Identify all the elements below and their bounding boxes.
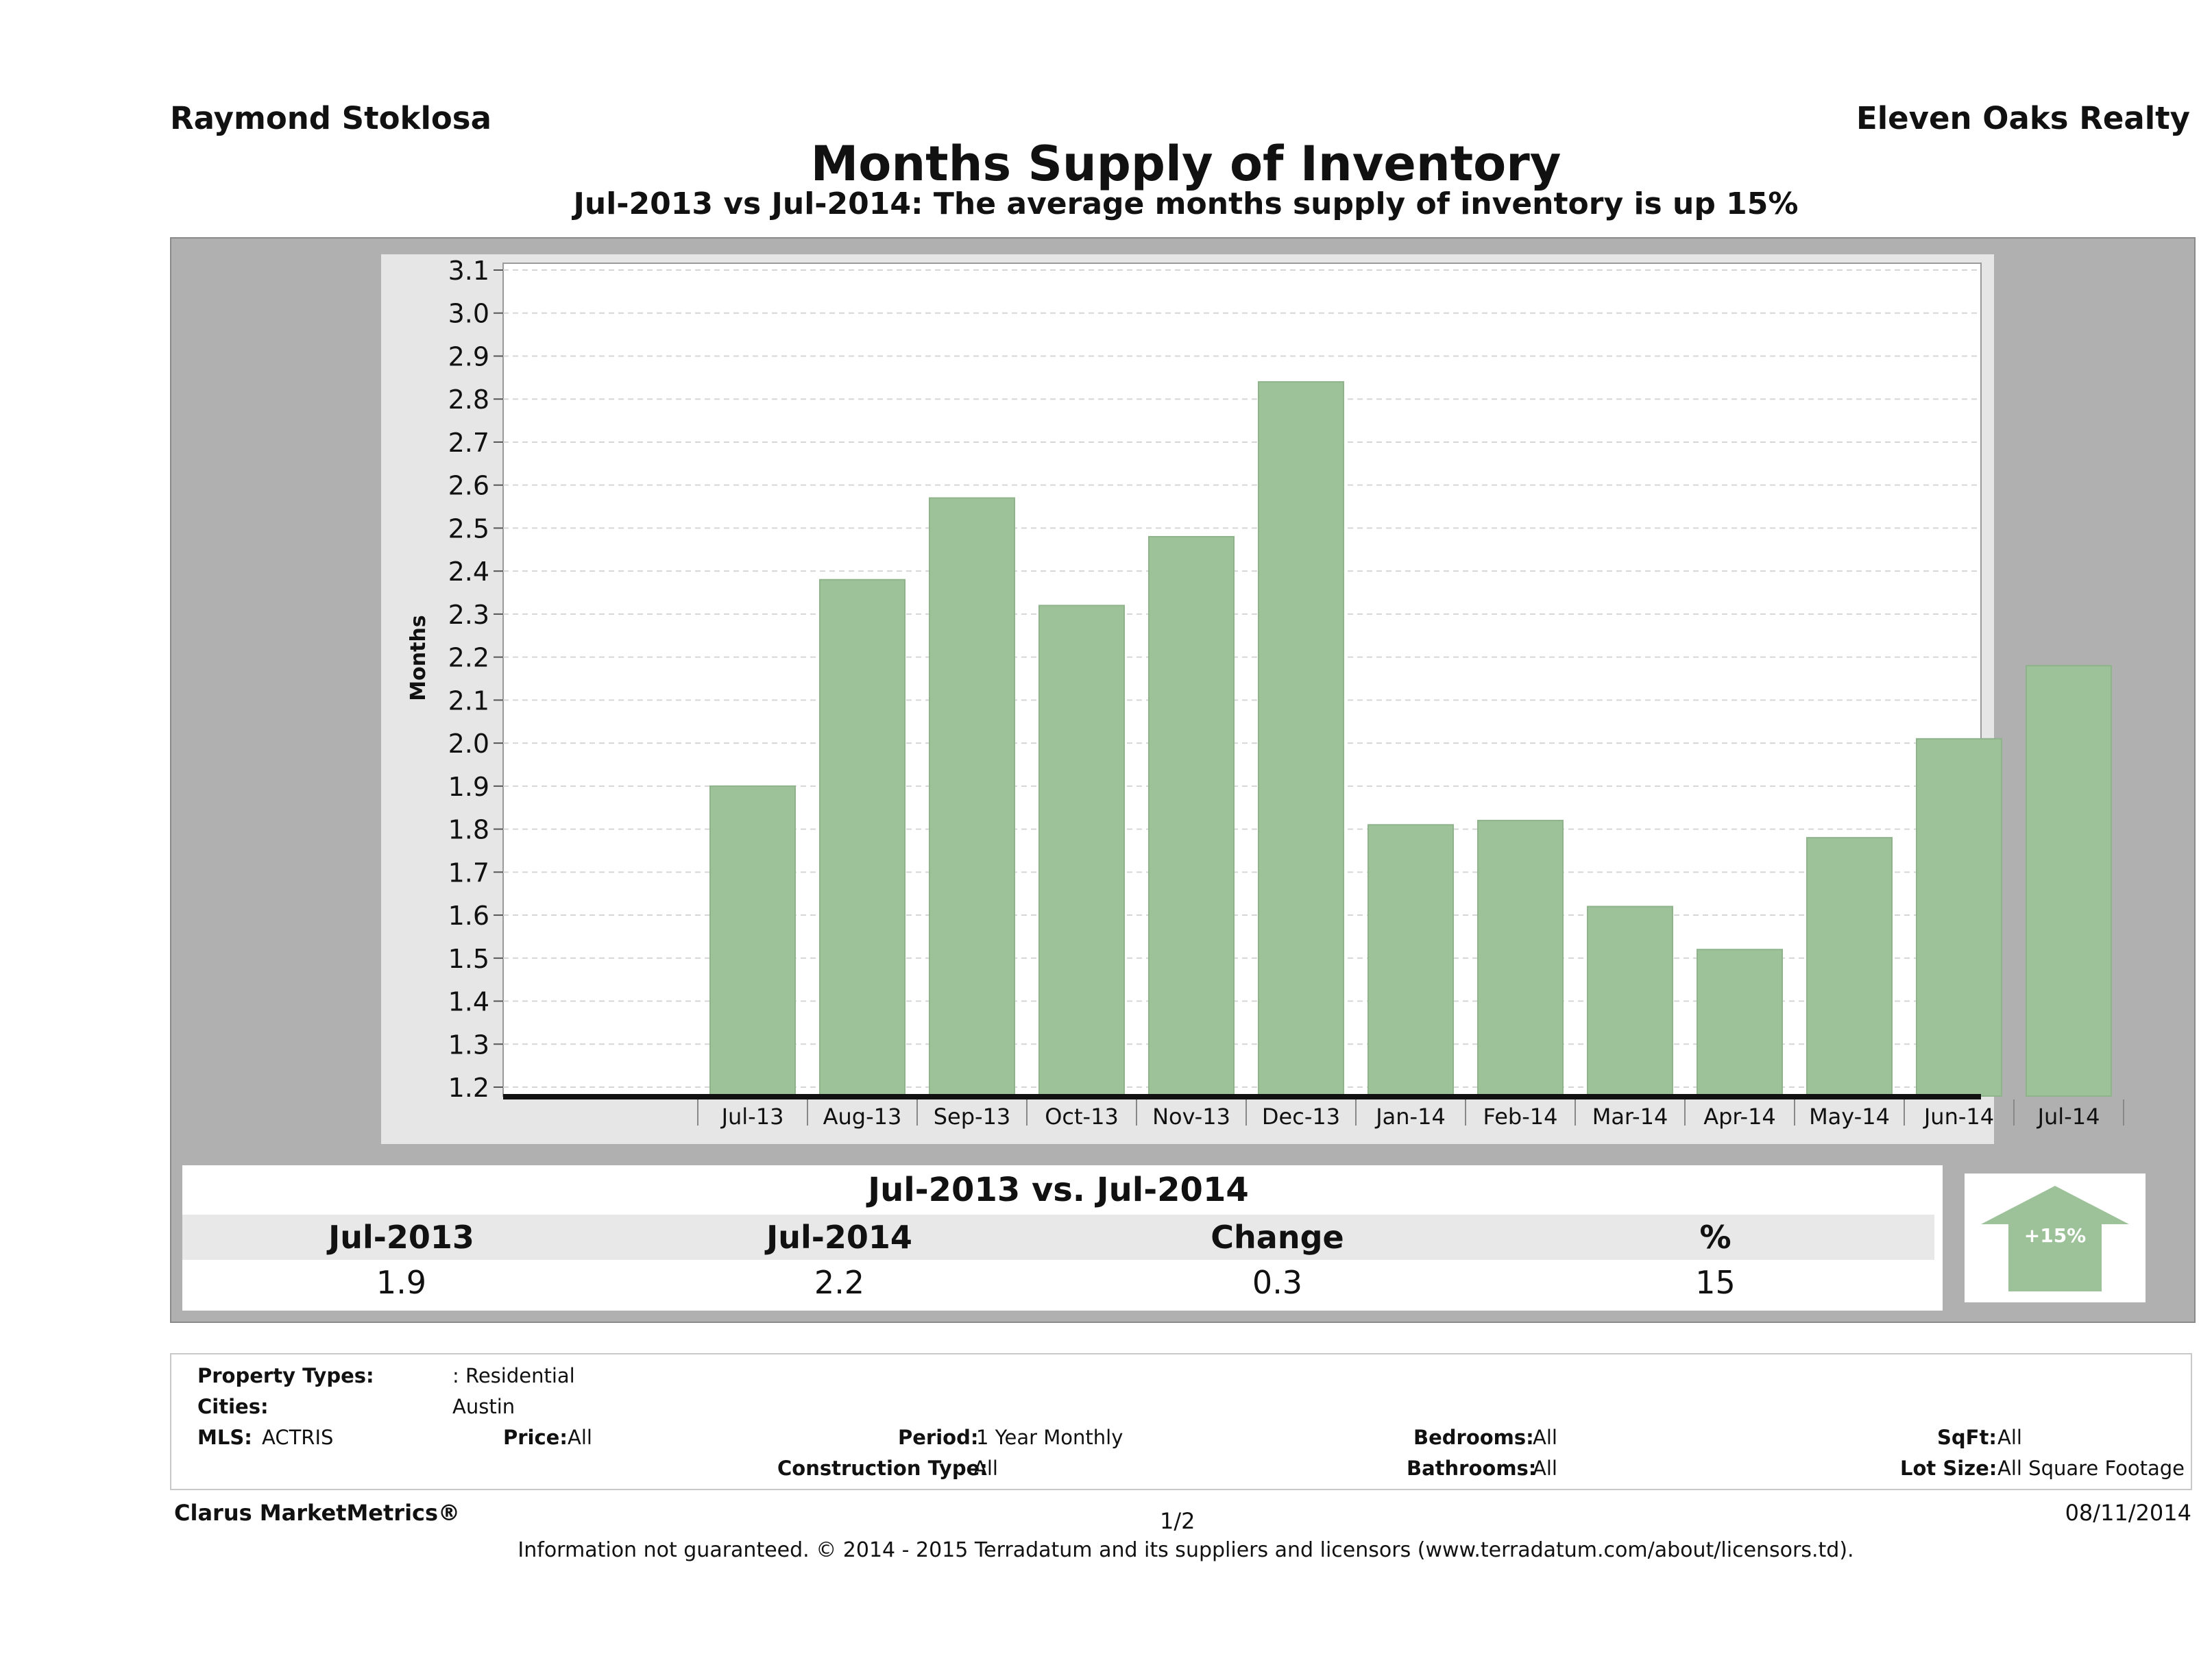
construction-type-label: Construction Type: <box>777 1457 988 1480</box>
y-tick-label: 3.0 <box>448 299 489 329</box>
summary-header-cell: Jul-2014 <box>766 1219 912 1256</box>
construction-type-value: All <box>973 1457 998 1480</box>
bar <box>1477 820 1564 1097</box>
report-date: 08/11/2014 <box>2065 1500 2191 1526</box>
chart-subtitle: Jul-2013 vs Jul-2014: The average months… <box>573 186 1799 221</box>
up-arrow-icon: +15% <box>1981 1186 2129 1291</box>
summary-header-cell: Jul-2013 <box>328 1219 474 1256</box>
page-number: 1/2 <box>1160 1508 1195 1534</box>
bar <box>709 785 796 1097</box>
bars <box>709 381 2112 1097</box>
bar <box>1806 837 1893 1097</box>
bar <box>1697 949 1783 1097</box>
y-tick-label: 1.3 <box>448 1030 489 1060</box>
y-tick-label: 1.9 <box>448 772 489 802</box>
mls-value: ACTRIS <box>262 1426 334 1449</box>
y-tick-label: 1.4 <box>448 987 489 1017</box>
y-tick-label: 2.3 <box>448 600 489 630</box>
grid-lines <box>503 269 1981 1088</box>
summary-value-cell: 2.2 <box>814 1264 865 1301</box>
y-tick-label: 2.8 <box>448 385 489 415</box>
cities-value: Austin <box>452 1395 515 1418</box>
y-axis: 1.2 1.3 1.4 1.5 1.6 1.7 1.8 1.9 2.0 2.1 2.2 2.3 2.4 2… <box>448 256 503 1103</box>
bathrooms-label: Bathrooms: <box>1407 1457 1537 1480</box>
y-tick-label: 2.2 <box>448 643 489 673</box>
bar <box>1258 381 1344 1097</box>
price-value: All <box>568 1426 592 1449</box>
y-tick-label: 2.0 <box>448 729 489 759</box>
x-tick-label: Sep-13 <box>934 1104 1011 1130</box>
bar <box>2026 665 2112 1097</box>
change-badge-label: +15% <box>2024 1224 2086 1247</box>
y-tick-label: 2.7 <box>448 428 489 458</box>
x-tick-label: Jan-14 <box>1374 1104 1446 1130</box>
lot-size-label: Lot Size: <box>1900 1457 1997 1480</box>
x-tick-label: Apr-14 <box>1703 1104 1776 1130</box>
y-tick-label: 1.5 <box>448 944 489 974</box>
y-tick-label: 2.5 <box>448 513 489 544</box>
company-name: Eleven Oaks Realty <box>1856 100 2190 136</box>
summary-table: Jul-2013 vs. Jul-2014 Jul-2013 Jul-2014 … <box>182 1165 1943 1311</box>
cities-label: Cities: <box>197 1395 269 1418</box>
lot-size-value: All Square Footage <box>1997 1457 2185 1480</box>
y-tick-label: 1.6 <box>448 901 489 931</box>
x-tick-label: Feb-14 <box>1483 1104 1558 1130</box>
x-axis: Jul-13 Aug-13 Sep-13 Oct-13 Nov-13 Dec-13 Jan-… <box>697 1099 2124 1130</box>
property-types-value: : Residential <box>452 1364 575 1387</box>
y-tick-label: 2.6 <box>448 471 489 501</box>
summary-title: Jul-2013 vs. Jul-2014 <box>182 1165 1934 1215</box>
summary-header-row: Jul-2013 Jul-2014 Change % <box>182 1215 1934 1260</box>
chart-panel: 1.2 1.3 1.4 1.5 1.6 1.7 1.8 1.9 2.0 2.1 2.2 2.3 2.4 2… <box>170 237 2196 1323</box>
bathrooms-value: All <box>1533 1457 1557 1480</box>
disclaimer: Information not guaranteed. © 2014 - 201… <box>518 1538 1854 1562</box>
summary-value-cell: 15 <box>1695 1264 1736 1301</box>
brand-name: Clarus MarketMetrics® <box>174 1500 461 1526</box>
chart-title: Months Supply of Inventory <box>810 136 1561 192</box>
summary-header-cell: % <box>1699 1219 1731 1256</box>
x-tick-label: May-14 <box>1809 1104 1890 1130</box>
x-tick-label: Oct-13 <box>1045 1104 1119 1130</box>
y-tick-label: 2.1 <box>448 685 489 716</box>
bar <box>1148 535 1235 1097</box>
y-tick-label: 3.1 <box>448 256 489 286</box>
x-tick-label: Jul-13 <box>720 1104 784 1130</box>
bar <box>819 579 906 1097</box>
bar <box>1916 738 2002 1097</box>
x-tick-label: Nov-13 <box>1152 1104 1230 1130</box>
y-tick-label: 1.8 <box>448 815 489 845</box>
x-tick-label: Jul-14 <box>2037 1104 2100 1130</box>
bedrooms-value: All <box>1533 1426 1557 1449</box>
y-tick-label: 2.9 <box>448 341 489 372</box>
agent-name: Raymond Stoklosa <box>170 100 491 136</box>
bedrooms-label: Bedrooms: <box>1413 1426 1534 1449</box>
price-label: Price: <box>503 1426 568 1449</box>
bar <box>1368 824 1454 1097</box>
summary-header-cell: Change <box>1211 1219 1344 1256</box>
bar <box>929 497 1015 1097</box>
x-tick-label: Aug-13 <box>823 1104 902 1130</box>
sqft-label: SqFt: <box>1937 1426 1997 1449</box>
filter-summary: Property Types: : Residential Cities: Au… <box>170 1353 2192 1490</box>
change-badge: +15% <box>1965 1174 2146 1302</box>
x-tick-label: Jun-14 <box>1923 1104 1994 1130</box>
sqft-value: All <box>1997 1426 2022 1449</box>
summary-value-cell: 1.9 <box>376 1264 427 1301</box>
y-axis-label: Months <box>406 615 430 701</box>
x-tick-label: Mar-14 <box>1592 1104 1668 1130</box>
y-tick-label: 2.4 <box>448 557 489 587</box>
property-types-label: Property Types: <box>197 1364 374 1387</box>
mls-label: MLS: <box>197 1426 252 1449</box>
bar <box>1587 905 1673 1097</box>
period-value: 1 Year Monthly <box>976 1426 1123 1449</box>
y-tick-label: 1.2 <box>448 1073 489 1103</box>
bar-chart: 1.2 1.3 1.4 1.5 1.6 1.7 1.8 1.9 2.0 2.1 2.2 2.3 2.4 2… <box>381 254 2124 1144</box>
x-tick-label: Dec-13 <box>1262 1104 1340 1130</box>
summary-value-cell: 0.3 <box>1252 1264 1303 1301</box>
summary-value-row: 1.9 2.2 0.3 15 <box>182 1260 1934 1305</box>
period-label: Period: <box>898 1426 979 1449</box>
y-tick-label: 1.7 <box>448 858 489 888</box>
bar <box>1038 605 1125 1097</box>
